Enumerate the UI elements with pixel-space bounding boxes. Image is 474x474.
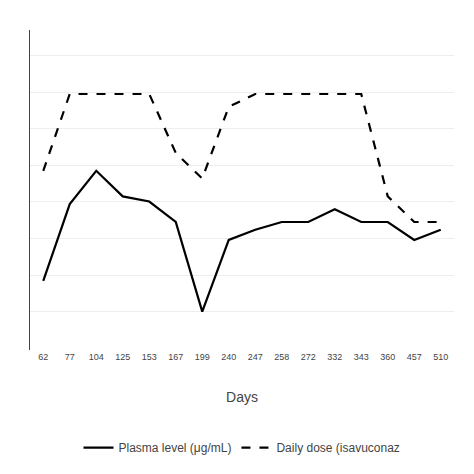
svg-text:258: 258 [274, 352, 289, 362]
svg-text:77: 77 [65, 352, 75, 362]
svg-text:125: 125 [115, 352, 130, 362]
svg-text:332: 332 [327, 352, 342, 362]
svg-text:Plasma level (μg/mL): Plasma level (μg/mL) [119, 441, 232, 455]
svg-text:240: 240 [221, 352, 236, 362]
svg-text:153: 153 [142, 352, 157, 362]
svg-text:343: 343 [354, 352, 369, 362]
svg-text:104: 104 [89, 352, 104, 362]
svg-text:199: 199 [195, 352, 210, 362]
svg-text:62: 62 [38, 352, 48, 362]
svg-text:167: 167 [168, 352, 183, 362]
svg-text:360: 360 [380, 352, 395, 362]
svg-text:457: 457 [407, 352, 422, 362]
svg-text:Days: Days [226, 389, 258, 405]
svg-text:Daily dose (isavuconaz: Daily dose (isavuconaz [276, 441, 399, 455]
svg-text:247: 247 [248, 352, 263, 362]
svg-text:272: 272 [301, 352, 316, 362]
svg-text:510: 510 [433, 352, 448, 362]
